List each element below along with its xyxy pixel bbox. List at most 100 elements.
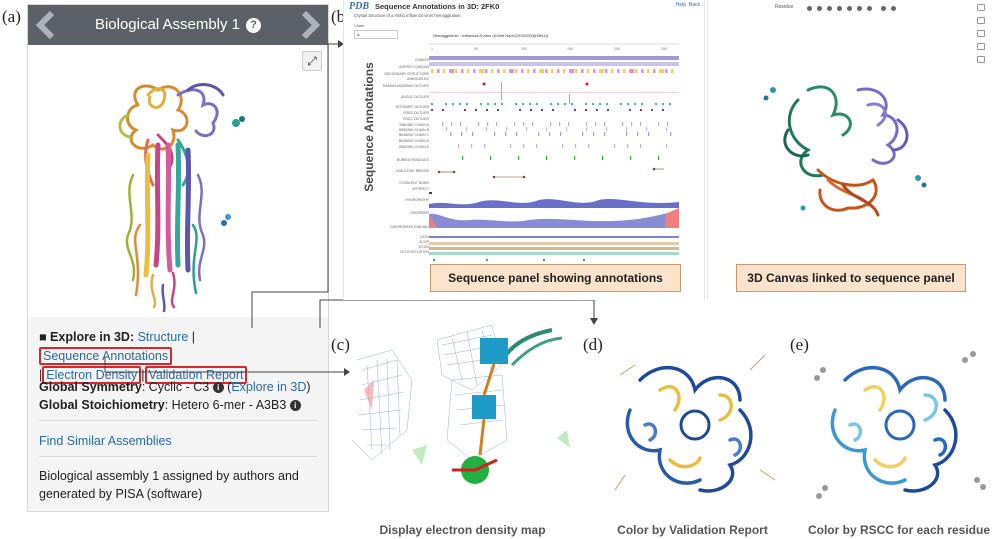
residue-select[interactable]: Residue bbox=[775, 4, 794, 10]
track-label: DISORDERED BINDING bbox=[390, 225, 429, 229]
annotation-bar bbox=[560, 132, 562, 136]
tool-icon[interactable] bbox=[881, 6, 886, 11]
axis-tick-label: 100 bbox=[521, 47, 527, 51]
tool-icon[interactable] bbox=[837, 6, 842, 11]
annotation-bar bbox=[574, 156, 576, 160]
annotation-bar bbox=[490, 156, 492, 160]
annotation-bar bbox=[646, 127, 648, 131]
chain-label: Chain bbox=[354, 24, 364, 28]
annotation-dot bbox=[640, 102, 644, 106]
tool-icon[interactable] bbox=[827, 6, 832, 11]
structure-subtitle: Crystal Structure of a H5N1 influenza vi… bbox=[354, 13, 462, 18]
validation-colored-render[interactable] bbox=[600, 340, 790, 515]
tool-icon[interactable] bbox=[891, 6, 896, 11]
structure-link[interactable]: Structure bbox=[137, 330, 189, 344]
annotation-dot bbox=[650, 108, 654, 112]
previous-assembly-button[interactable] bbox=[32, 9, 62, 41]
caption-rscc: Color by RSCC for each residue bbox=[807, 523, 991, 537]
protein-name: Hemagglutinin - Influenza A virus (A/Vie… bbox=[433, 33, 549, 38]
annotation-bar bbox=[568, 122, 570, 126]
back-link[interactable]: Back bbox=[688, 2, 700, 8]
panel-label-a: (a) bbox=[2, 7, 21, 26]
tool-icon[interactable] bbox=[857, 6, 862, 11]
sequence-annotations-axis-label: Sequence Annotations bbox=[362, 62, 376, 192]
annotation-dot bbox=[654, 102, 658, 106]
annotation-dot bbox=[496, 108, 500, 112]
annotation-dot bbox=[514, 102, 518, 106]
secondary-structure-segment bbox=[617, 69, 620, 73]
annotation-dot bbox=[570, 102, 574, 106]
secondary-structure-segment bbox=[629, 69, 634, 73]
caption-electron-density: Display electron density map bbox=[379, 523, 546, 537]
global-symmetry: Global Symmetry: Cyclic - C3 i (Explore … bbox=[39, 380, 311, 394]
annotation-dot bbox=[500, 102, 504, 106]
annotation-bar bbox=[631, 122, 633, 126]
annotation-dot bbox=[479, 102, 483, 106]
rscc-colored-render[interactable] bbox=[805, 340, 995, 515]
tool-icon[interactable] bbox=[867, 6, 872, 11]
annotation-bar bbox=[471, 144, 473, 148]
assembly-3d-viewer[interactable]: ⤢ bbox=[28, 45, 328, 317]
tool-icon[interactable] bbox=[807, 6, 812, 11]
annotation-bar bbox=[506, 127, 508, 131]
explore-symmetry-link[interactable]: Explore in 3D bbox=[231, 380, 307, 394]
side-tool-icon[interactable] bbox=[977, 17, 985, 24]
secondary-structure-segment bbox=[515, 69, 518, 73]
annotation-bar bbox=[593, 132, 595, 136]
side-tool-icon[interactable] bbox=[977, 4, 985, 11]
protein-3d-render[interactable] bbox=[748, 60, 948, 240]
global-stoichiometry: Global Stoichiometry: Hetero 6-mer - A3B… bbox=[39, 398, 301, 412]
electron-density-view[interactable] bbox=[352, 320, 587, 515]
annotation-bar bbox=[526, 127, 528, 131]
annotation-bar bbox=[582, 132, 584, 136]
question-circle-icon[interactable]: ? bbox=[246, 18, 262, 33]
annotation-dot bbox=[668, 102, 672, 106]
track-label: UNMODELED bbox=[406, 77, 429, 81]
annotation-bar bbox=[566, 127, 568, 131]
secondary-structure-segment bbox=[575, 69, 578, 73]
secondary-structure-segment bbox=[671, 69, 674, 73]
chain-select[interactable]: A bbox=[354, 30, 398, 39]
side-tool-icon[interactable] bbox=[977, 30, 985, 37]
sequence-tracks[interactable]: 1 50 100 150 200 250 bbox=[429, 42, 679, 267]
annotation-bar bbox=[575, 144, 577, 148]
annotation-bar bbox=[549, 132, 551, 136]
next-assembly-button[interactable] bbox=[294, 9, 324, 41]
assembly-title: Biological Assembly 1? bbox=[28, 16, 328, 33]
secondary-structure-segment bbox=[611, 69, 614, 73]
find-similar-assemblies-link[interactable]: Find Similar Assemblies bbox=[39, 434, 172, 448]
tool-icon[interactable] bbox=[847, 6, 852, 11]
side-tool-icon[interactable] bbox=[977, 56, 985, 63]
annotation-bar bbox=[604, 122, 606, 126]
tool-icon[interactable] bbox=[817, 6, 822, 11]
info-icon[interactable]: i bbox=[212, 382, 224, 393]
chevron-left-icon bbox=[35, 10, 55, 40]
track-label: CATH bbox=[419, 235, 429, 239]
annotation-dot bbox=[518, 108, 522, 112]
assembly-title-text: Biological Assembly 1 bbox=[94, 16, 241, 33]
annotation-bar bbox=[461, 132, 463, 136]
annotation-bar bbox=[510, 144, 512, 148]
annotation-dot bbox=[486, 102, 490, 106]
annotation-dot bbox=[493, 102, 497, 106]
secondary-structure-segment bbox=[653, 69, 656, 73]
secondary-structure-segment bbox=[485, 69, 488, 73]
track-label: ROTAMER OUTLIER bbox=[395, 105, 429, 109]
secondary-structure-segment bbox=[509, 69, 514, 73]
annotation-dot bbox=[563, 102, 567, 106]
annotation-dot bbox=[535, 102, 539, 106]
secondary-structure-segment bbox=[593, 69, 596, 73]
help-link[interactable]: Help bbox=[675, 2, 687, 8]
annotation-bar bbox=[562, 144, 564, 148]
hemagglutinin-trimer-render bbox=[118, 83, 245, 313]
expand-icon[interactable]: ⤢ bbox=[302, 51, 322, 71]
track-label: SCOP bbox=[419, 240, 429, 244]
secondary-structure-segment bbox=[545, 69, 548, 73]
annotation-bar bbox=[532, 122, 534, 126]
annotation-bar bbox=[626, 127, 628, 131]
sequence-annotations-link[interactable]: Sequence Annotations bbox=[39, 347, 173, 365]
side-tool-icon[interactable] bbox=[977, 43, 985, 50]
info-icon[interactable]: i bbox=[289, 400, 301, 411]
axis-tick-label: 50 bbox=[474, 47, 478, 51]
annotation-dot bbox=[573, 108, 577, 112]
